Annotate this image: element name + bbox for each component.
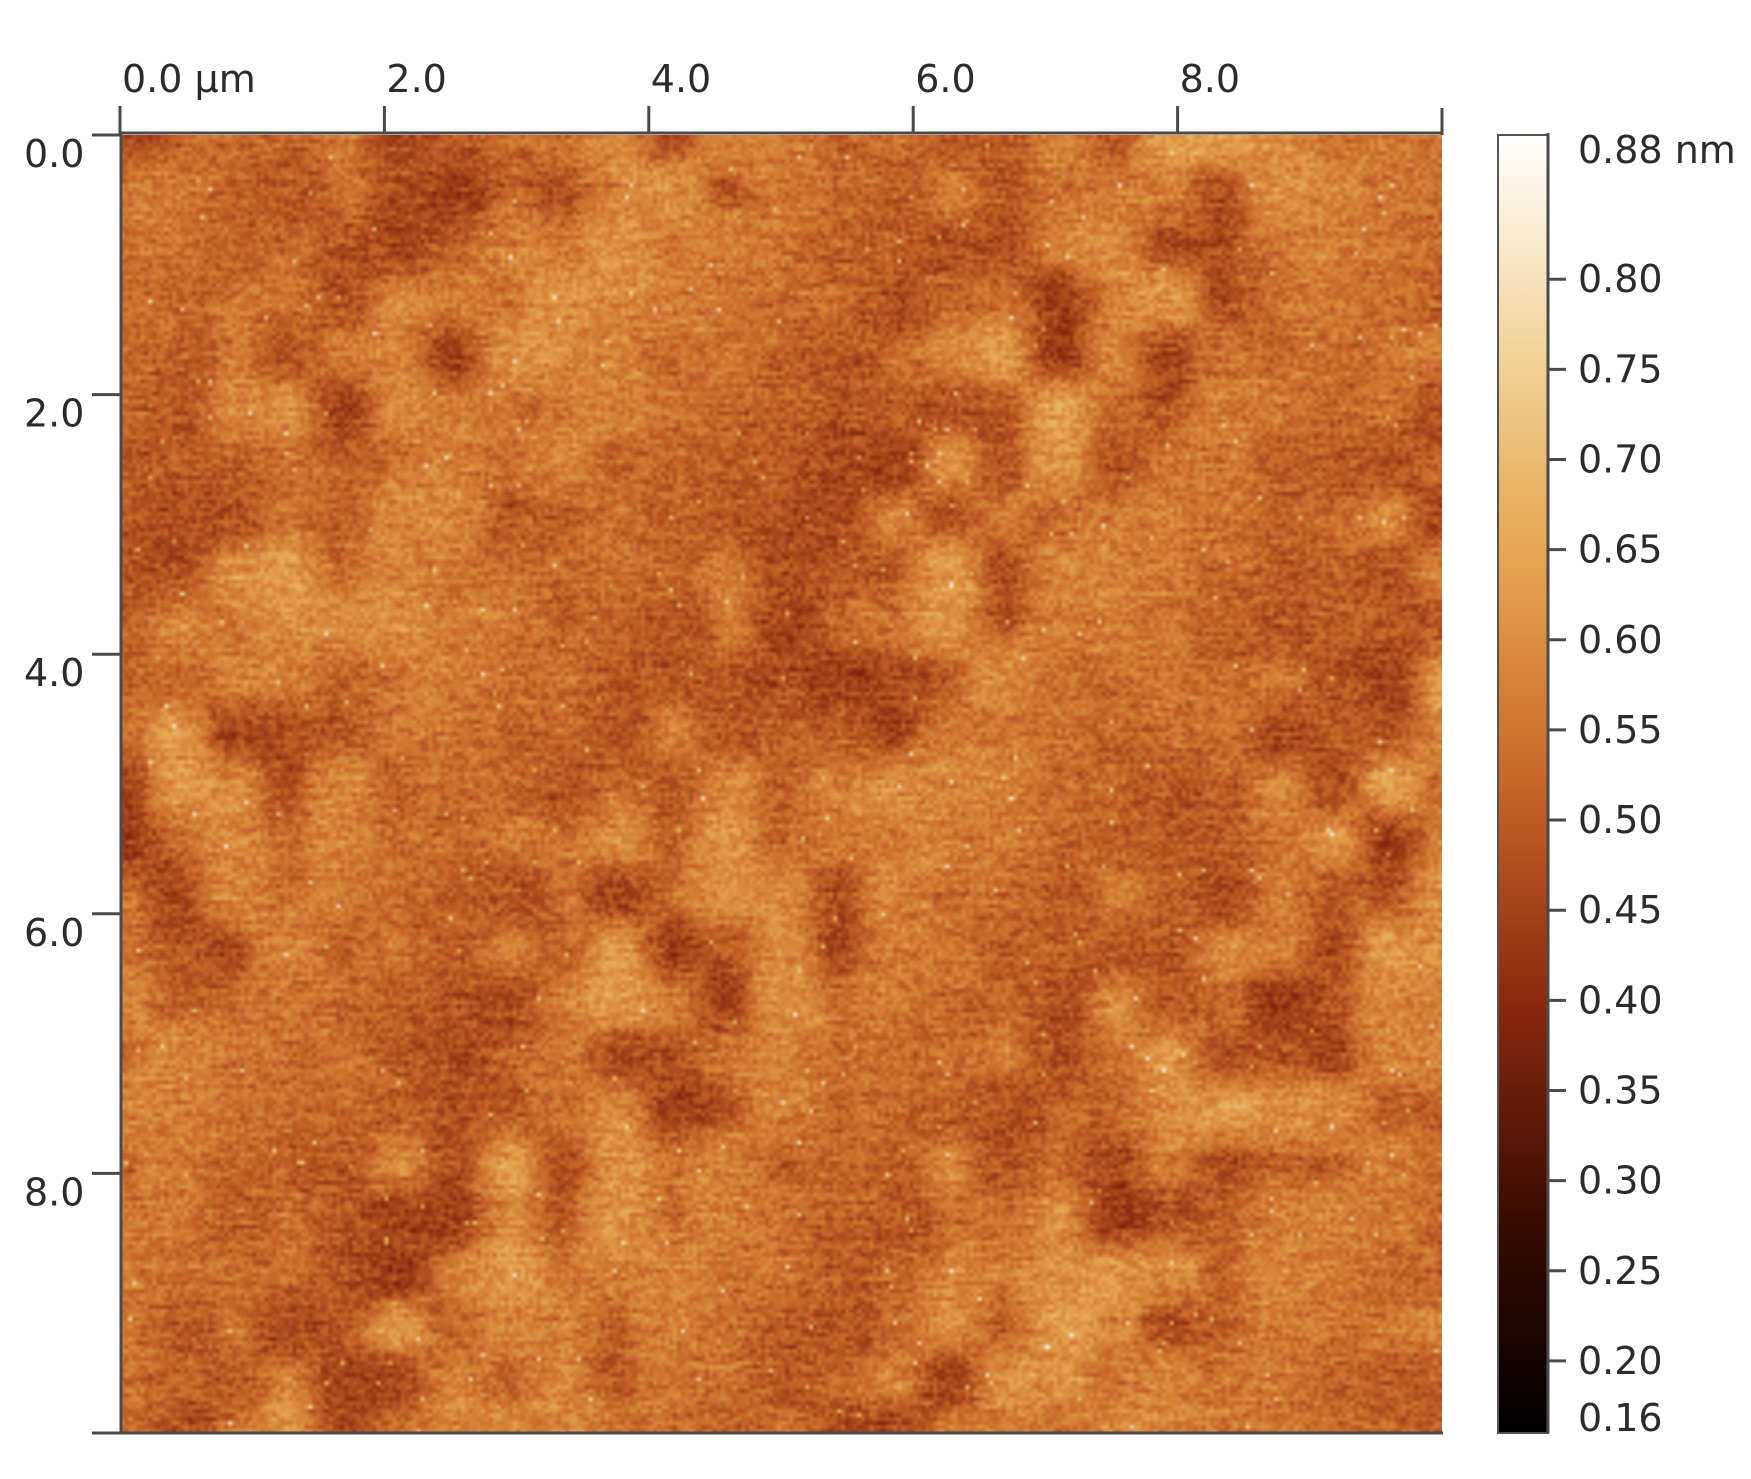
y-tick-label: 8.0 (24, 1170, 84, 1214)
colorbar-tick-label: 0.45 (1578, 888, 1663, 932)
height-map-image (120, 135, 1442, 1433)
colorbar-tick-label: 0.30 (1578, 1159, 1663, 1203)
colorbar-tick-label: 0.60 (1578, 618, 1663, 662)
colorbar-tick-label: 0.75 (1578, 347, 1663, 391)
colorbar-tick-label: 0.25 (1578, 1249, 1663, 1293)
colorbar-tick-label: 0.80 (1578, 257, 1663, 301)
y-tick-label: 2.0 (24, 392, 84, 436)
x-ticks: 0.0 µm 2.0 4.0 6.0 8.0 (118, 57, 1240, 134)
x-tick-label: 2.0 (386, 57, 446, 101)
colorbar-tick-label: 0.88 nm (1578, 128, 1736, 172)
y-ticks: 0.0 2.0 4.0 6.0 8.0 (24, 132, 122, 1214)
colorbar-tick-label: 0.35 (1578, 1068, 1663, 1112)
colorbar-tick-label: 0.20 (1578, 1339, 1663, 1383)
heatmap-plot (120, 135, 1442, 1433)
x-tick-label: 0.0 µm (122, 57, 256, 101)
colorbar: 0.88 nm 0.80 0.75 0.70 0.65 0.60 0.55 0.50 0.45 0… (1497, 128, 1736, 1440)
y-tick-label: 4.0 (24, 651, 84, 695)
colorbar-tick-label: 0.16 (1578, 1396, 1663, 1440)
x-tick-label: 4.0 (651, 57, 711, 101)
colorbar-tick-label: 0.70 (1578, 438, 1663, 482)
y-axis: 0.0 2.0 4.0 6.0 8.0 (24, 132, 1443, 1435)
y-tick-label: 0.0 (24, 132, 84, 176)
colorbar-tick-label: 0.50 (1578, 798, 1663, 842)
colorbar-tick-label: 0.40 (1578, 978, 1663, 1022)
colorbar-ticks: 0.88 nm 0.80 0.75 0.70 0.65 0.60 0.55 0.50 0.45 0… (1548, 128, 1736, 1440)
colorbar-tick-label: 0.55 (1578, 708, 1663, 752)
x-axis: 0.0 µm 2.0 4.0 6.0 8.0 (118, 57, 1444, 135)
y-tick-label: 6.0 (24, 911, 84, 955)
x-tick-label: 8.0 (1180, 57, 1240, 101)
colorbar-scale (1497, 134, 1549, 1434)
colorbar-tick-label: 0.65 (1578, 528, 1663, 572)
x-tick-label: 6.0 (915, 57, 975, 101)
